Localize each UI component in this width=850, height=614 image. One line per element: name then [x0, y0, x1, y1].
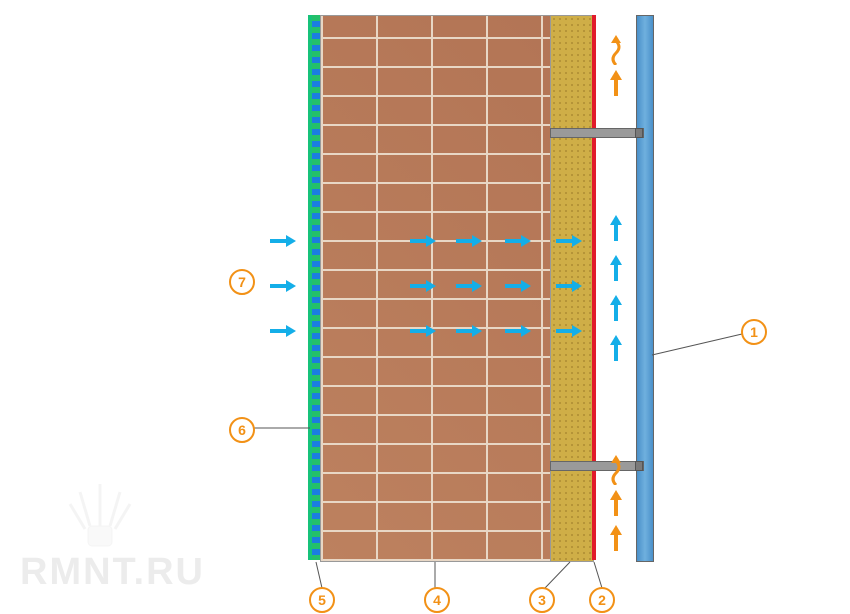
airgap-arrow-warm [610, 490, 622, 516]
moisture-arrow [456, 325, 482, 337]
callout-1: 1 [741, 319, 767, 345]
diagram-canvas: 1 2 3 4 5 6 7 RMNT.RU [0, 0, 850, 614]
callout-7: 7 [229, 269, 255, 295]
moisture-arrow [270, 325, 296, 337]
callout-2: 2 [589, 587, 615, 613]
moisture-arrow [556, 280, 582, 292]
moisture-arrow [270, 235, 296, 247]
airgap-arrow-wavy [610, 35, 622, 65]
airgap-arrow-wavy [610, 455, 622, 485]
watermark-icon [60, 474, 140, 554]
moisture-arrow [556, 325, 582, 337]
airgap-arrow-warm [610, 70, 622, 96]
airgap-arrow-up [610, 255, 622, 281]
callout-6: 6 [229, 417, 255, 443]
callout-4: 4 [424, 587, 450, 613]
moisture-arrow [410, 325, 436, 337]
moisture-arrow [270, 280, 296, 292]
moisture-arrow [456, 280, 482, 292]
moisture-arrow [556, 235, 582, 247]
airgap-arrow-up [610, 335, 622, 361]
callout-3: 3 [529, 587, 555, 613]
airgap-arrow-warm [610, 525, 622, 551]
layer-interior-finish [312, 15, 320, 560]
watermark-text: RMNT.RU [20, 551, 205, 594]
layer-cladding [636, 15, 654, 562]
moisture-arrow [456, 235, 482, 247]
moisture-arrow [505, 280, 531, 292]
layer-membrane [592, 15, 596, 560]
moisture-arrow [505, 235, 531, 247]
bracket-top [550, 125, 650, 139]
airgap-arrow-up [610, 295, 622, 321]
airgap-arrow-up [610, 215, 622, 241]
moisture-arrow [410, 280, 436, 292]
moisture-arrow [410, 235, 436, 247]
bracket-bottom [550, 458, 650, 472]
callout-5: 5 [309, 587, 335, 613]
moisture-arrow [505, 325, 531, 337]
